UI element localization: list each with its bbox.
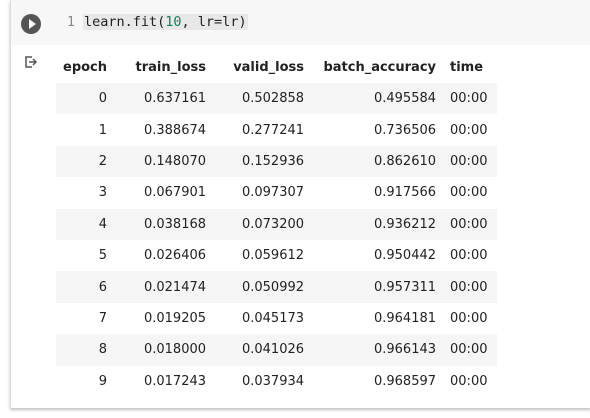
table-cell: 4 (98, 216, 108, 232)
header-cell: batch_accuracy (323, 60, 437, 75)
line-number: 1 (67, 15, 75, 30)
table-cell: 0.950442 (373, 248, 437, 264)
table-cell: 00:00 (450, 342, 488, 358)
table-cell: 0.037934 (241, 373, 305, 389)
table-cell: 0.968597 (373, 373, 437, 389)
table-cell: 0.502858 (241, 91, 305, 107)
table-row: 9 0.017243 0.037934 0.968597 00:00 (56, 366, 497, 397)
table-cell: 0.097307 (241, 185, 305, 201)
table-cell: 0.017243 (143, 373, 207, 389)
table-row: 0 0.637161 0.502858 0.495584 00:00 (56, 83, 498, 115)
code-token: , lr=lr) (181, 14, 247, 30)
table-cell: 00:00 (450, 153, 488, 169)
table-row: 8 0.018000 0.041026 0.966143 00:00 (56, 334, 498, 366)
table-cell: 0 (98, 91, 108, 107)
table-cell: 0.964181 (373, 310, 437, 326)
table-row: 2 0.148070 0.152936 0.862610 00:00 (56, 145, 498, 178)
table-cell: 00:00 (450, 122, 488, 138)
table-row: 1 0.388674 0.277241 0.736506 00:00 (56, 114, 497, 145)
table-cell: 0.277241 (241, 122, 305, 138)
table-cell: 0.018000 (143, 342, 207, 358)
results-table: epoch train_loss valid_loss batch_accuracy t… (56, 52, 498, 397)
table-cell: 0.059612 (241, 248, 305, 264)
header-row: epoch train_loss valid_loss batch_accuracy t… (56, 52, 497, 83)
table-cell: 3 (98, 185, 108, 201)
table-cell: 1 (98, 122, 108, 138)
table-cell: 0.148070 (143, 153, 207, 169)
table-cell: 2 (98, 153, 108, 169)
table-cell: 00:00 (450, 248, 488, 264)
table-cell: 0.041026 (241, 342, 305, 358)
table-cell: 5 (98, 248, 108, 264)
table-cell: 0.637161 (143, 91, 207, 107)
table-row: 3 0.067901 0.097307 0.917566 00:00 (56, 177, 497, 208)
code-area: 1 learn.fit(10, lr=lr) (11, 0, 590, 45)
table-cell: 0.388674 (143, 122, 207, 138)
table-cell: 0.021474 (143, 279, 207, 295)
table-cell: 0.917566 (373, 185, 437, 201)
table-cell: 00:00 (450, 310, 488, 326)
table-cell: 0.050992 (241, 279, 305, 295)
table-cell: 00:00 (450, 216, 488, 232)
table-cell: 0.936212 (373, 216, 437, 232)
table-body: 0 0.637161 0.502858 0.495584 00:00 1 0.388674 0… (56, 83, 498, 397)
code-number: 10 (165, 14, 182, 30)
table-cell: 0.495584 (373, 91, 437, 107)
table-cell: 0.038168 (143, 216, 207, 232)
code-line[interactable]: learn.fit(10, lr=lr) (83, 14, 248, 30)
header-cell: valid_loss (233, 60, 305, 75)
table-cell: 7 (98, 310, 108, 326)
header-cell: epoch (63, 60, 108, 75)
table-cell: 0.736506 (373, 122, 437, 138)
table-cell: 00:00 (450, 185, 488, 201)
table-cell: 8 (98, 342, 108, 358)
table-cell: 00:00 (450, 279, 488, 295)
table-cell: 00:00 (450, 373, 488, 389)
table-row: 4 0.038168 0.073200 0.936212 00:00 (56, 208, 498, 240)
table-cell: 0.019205 (143, 310, 207, 326)
table-cell: 0.073200 (241, 216, 305, 232)
notebook-cell: 1 learn.fit(10, lr=lr) epoch train_loss va… (10, 0, 590, 408)
table-cell: 00:00 (450, 91, 488, 107)
table-cell: 0.152936 (241, 153, 305, 169)
header-cell: time (450, 60, 484, 75)
table-row: 5 0.026406 0.059612 0.950442 00:00 (56, 240, 497, 271)
table-cell: 0.045173 (241, 310, 305, 326)
code-token: learn.fit( (84, 14, 166, 30)
table-cell: 0.026406 (143, 248, 207, 264)
header-cell: train_loss (135, 60, 207, 75)
table-cell: 0.862610 (373, 153, 437, 169)
table-cell: 6 (98, 279, 108, 295)
table-cell: 9 (98, 373, 108, 389)
table-cell: 0.966143 (373, 342, 437, 358)
table-cell: 0.067901 (143, 185, 207, 201)
table-row: 6 0.021474 0.050992 0.957311 00:00 (56, 271, 498, 303)
run-button[interactable] (21, 14, 41, 34)
output-icon[interactable] (24, 55, 38, 69)
table-row: 7 0.019205 0.045173 0.964181 00:00 (56, 303, 497, 334)
table-cell: 0.957311 (373, 279, 437, 295)
